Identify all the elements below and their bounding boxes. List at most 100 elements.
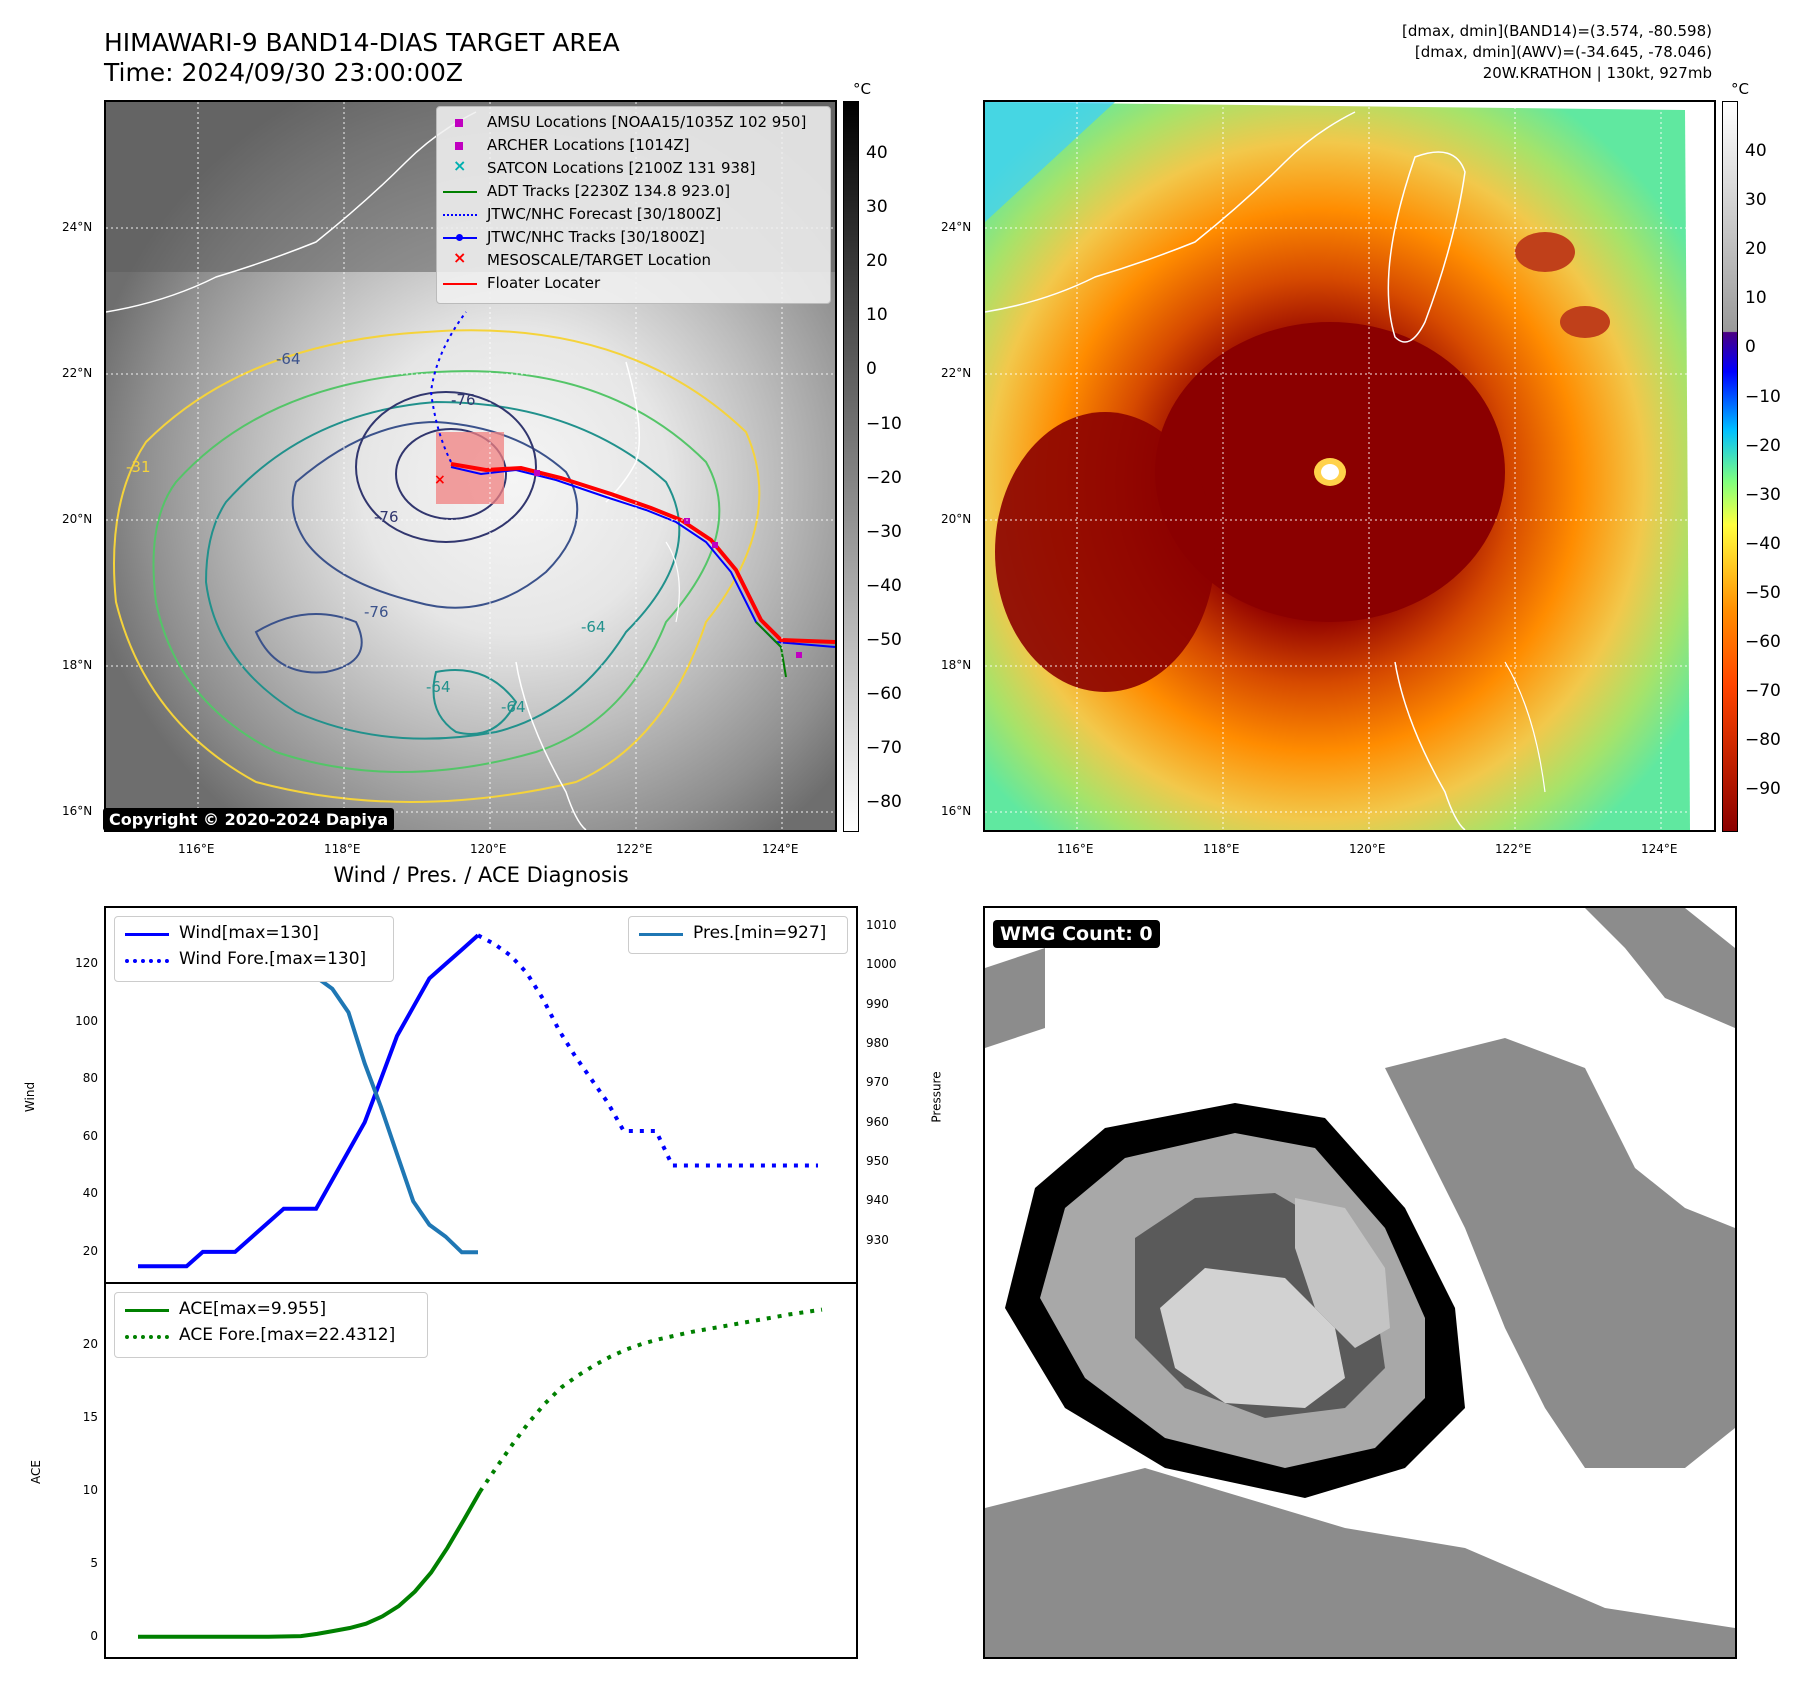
copyright-badge: Copyright © 2020-2024 Dapiya	[103, 808, 395, 831]
square-icon	[455, 119, 463, 127]
line-icon	[125, 933, 169, 936]
lon-label: 122°E	[616, 842, 653, 856]
pressure-axis-label: Pressure	[929, 1071, 944, 1123]
x-icon: ×	[453, 248, 467, 267]
colorbar-color-tick: −20	[1745, 435, 1781, 456]
colorbar-color-tick: 30	[1745, 190, 1767, 211]
colorbar-color-tick: −70	[1745, 681, 1781, 702]
colorbar-color-unit: °C	[1731, 80, 1749, 98]
colorbar-gray-tick: −20	[866, 467, 902, 488]
colorbar-color-tick: 20	[1745, 239, 1767, 260]
dotted-line-icon	[125, 959, 169, 963]
line-icon	[639, 933, 683, 936]
colorbar-gray-tick: −30	[866, 521, 902, 542]
colorbar-color-tick: 10	[1745, 288, 1767, 309]
colorbar-color-tick: 0	[1745, 337, 1756, 358]
legend-item-wind: Wind[max=130]	[115, 921, 393, 947]
contour-label: -64	[581, 618, 606, 636]
colorbar-gray-tick: −50	[866, 629, 902, 650]
wind-y-tick: 60	[82, 1128, 98, 1143]
lat-label: 22°N	[941, 366, 972, 380]
pressure-legend: Pres.[min=927]	[628, 916, 848, 954]
pressure-y-tick: 990	[866, 996, 889, 1011]
ir-map-panel[interactable]: × -64 -76 -76 -76 -31 -64 -64 -64	[104, 100, 837, 832]
lat-label: 16°N	[62, 804, 93, 818]
wind-y-tick: 40	[82, 1186, 98, 1201]
wind-y-tick: 100	[75, 1013, 98, 1028]
lon-label: 118°E	[1203, 842, 1240, 856]
info-storm: 20W.KRATHON | 130kt, 927mb	[1482, 64, 1712, 82]
colorbar-gray-tick: 30	[866, 197, 888, 218]
ace-y-tick: 15	[82, 1409, 98, 1424]
color-map-canvas	[985, 102, 1714, 830]
lon-label: 116°E	[1057, 842, 1094, 856]
pressure-y-tick: 950	[866, 1153, 889, 1168]
contour-label: -76	[451, 391, 476, 409]
contour-label: -64	[426, 678, 451, 696]
pressure-y-tick: 970	[866, 1075, 889, 1090]
colorbar-color-tick: −40	[1745, 533, 1781, 554]
series-line	[477, 933, 818, 1168]
ace-axis-label: ACE	[28, 1460, 43, 1484]
wind-legend: Wind[max=130] Wind Fore.[max=130]	[114, 916, 394, 982]
lat-label: 18°N	[62, 658, 93, 672]
contour-label: -64	[276, 350, 301, 368]
dotted-line-icon	[443, 214, 477, 216]
series-line	[138, 933, 480, 1269]
ace-y-tick: 20	[82, 1337, 98, 1352]
colorbar-gray-tick: 20	[866, 251, 888, 272]
wmg-count-badge: WMG Count: 0	[993, 920, 1160, 948]
colorbar-gray-tick: −60	[866, 684, 902, 704]
wmg-panel[interactable]	[983, 906, 1737, 1659]
info-awv: [dmax, dmin](AWV)=(-34.645, -78.046)	[1414, 43, 1712, 61]
ace-y-tick: 10	[82, 1482, 98, 1497]
lat-label: 20°N	[62, 512, 93, 526]
x-icon: ×	[453, 156, 467, 175]
pressure-y-tick: 1000	[866, 957, 897, 972]
contour-label: -64	[501, 698, 526, 716]
pressure-y-tick: 980	[866, 1035, 889, 1050]
colorbar-gray-tick: −40	[866, 575, 902, 596]
ace-plot	[138, 1307, 823, 1639]
map-legend: AMSU Locations [NOAA15/1035Z 102 950] AR…	[436, 106, 831, 304]
square-icon	[455, 142, 463, 150]
line-icon	[443, 283, 477, 285]
pressure-y-tick: 930	[866, 1232, 889, 1247]
contour-label: -76	[364, 603, 389, 621]
colorbar-color-tick: −50	[1745, 582, 1781, 603]
dotted-line-icon	[125, 1335, 169, 1339]
colorbar-gray	[843, 101, 859, 832]
diagnosis-title: Wind / Pres. / ACE Diagnosis	[333, 863, 629, 887]
figure-time: Time: 2024/09/30 23:00:00Z	[104, 58, 463, 87]
lat-label: 20°N	[941, 512, 972, 526]
ace-y-tick: 0	[90, 1628, 98, 1643]
colorbar-color-tick: 40	[1745, 141, 1767, 161]
color-map-panel[interactable]	[983, 100, 1716, 832]
lat-label: 18°N	[941, 658, 972, 672]
colorbar-color-tick: −30	[1745, 484, 1781, 505]
contour-label: -31	[126, 458, 151, 476]
colorbar-color-tick: −60	[1745, 632, 1781, 652]
wmg-image	[985, 908, 1735, 1657]
legend-item-wind-fore: Wind Fore.[max=130]	[115, 947, 393, 973]
lon-label: 124°E	[762, 842, 799, 856]
colorbar-gray-tick: 40	[866, 143, 888, 163]
figure-title: HIMAWARI-9 BAND14-DIAS TARGET AREA	[104, 28, 620, 57]
lon-label: 122°E	[1495, 842, 1532, 856]
lon-label: 118°E	[324, 842, 361, 856]
contour-label: -76	[374, 508, 399, 526]
wind-y-tick: 20	[82, 1243, 98, 1258]
colorbar-color-tick: −10	[1745, 386, 1781, 407]
colorbar-gray-tick: 0	[866, 359, 877, 380]
dot-icon	[456, 234, 463, 241]
info-band14: [dmax, dmin](BAND14)=(3.574, -80.598)	[1401, 22, 1712, 40]
ace-y-tick: 5	[90, 1555, 98, 1570]
colorbar-gray-tick: −70	[866, 738, 902, 759]
colorbar-color	[1722, 101, 1738, 832]
colorbar-gray-tick: −80	[866, 792, 902, 813]
line-icon	[125, 1309, 169, 1312]
series-line	[138, 1490, 482, 1639]
wind-y-tick: 120	[75, 956, 98, 971]
legend-item-ace-fore: ACE Fore.[max=22.4312]	[115, 1323, 427, 1349]
lat-label: 22°N	[62, 366, 93, 380]
